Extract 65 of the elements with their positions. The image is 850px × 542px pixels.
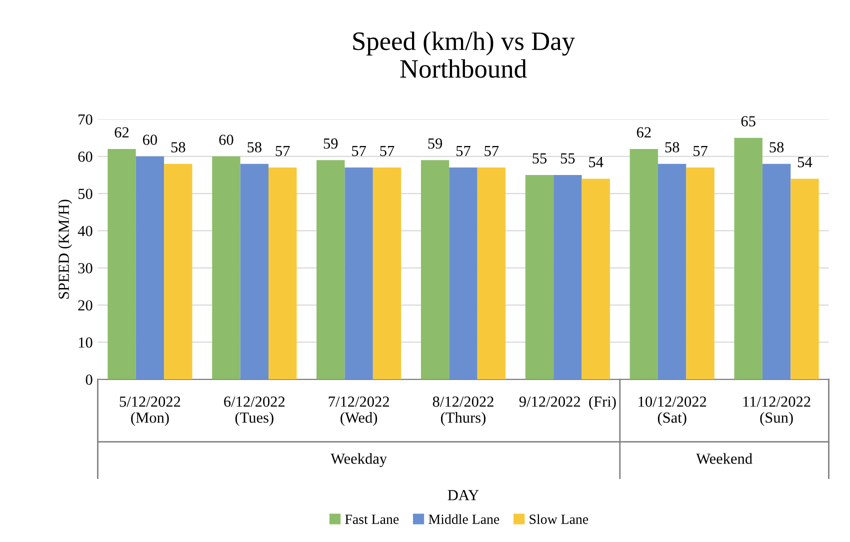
bar <box>372 168 402 380</box>
bar <box>477 168 506 380</box>
data-label: 57 <box>694 146 708 156</box>
bar <box>136 156 164 380</box>
data-label: 62 <box>114 127 129 138</box>
chart-title: Speed (km/h) vs Day Northbound <box>353 32 575 78</box>
y-tick-label: 30 <box>78 263 92 274</box>
bar <box>525 174 554 380</box>
y-tick-label: 10 <box>78 337 92 348</box>
legend-label: Middle Lane <box>428 514 500 524</box>
data-label: 57 <box>380 146 394 156</box>
bar <box>686 168 714 380</box>
text: Weekday <box>330 453 387 467</box>
x-tick-label: 10/12/2022 (Sat) <box>638 396 706 426</box>
bar <box>630 148 658 380</box>
x-tick-label: 8/12/2022 (Thurs) <box>432 396 494 426</box>
bar <box>420 160 450 380</box>
x-tick-label: 5/12/2022 (Mon) <box>120 396 180 426</box>
x-axis-title: DAY <box>448 490 479 500</box>
data-label: 54 <box>589 157 604 168</box>
data-label: 58 <box>171 142 186 152</box>
y-tick-label: 40 <box>78 226 92 236</box>
data-label: 57 <box>484 146 499 156</box>
y-tick-label: 60 <box>78 152 92 162</box>
data-label: 55 <box>560 153 575 164</box>
data-label: 65 <box>741 116 756 126</box>
legend-label: Fast Lane <box>345 514 399 524</box>
data-label: 55 <box>532 153 547 164</box>
bar <box>582 178 610 380</box>
y-tick-label: 20 <box>78 300 92 311</box>
bar <box>164 164 192 380</box>
y-tick-label: 0 <box>86 374 92 385</box>
y-tick-label: 70 <box>78 114 92 125</box>
data-label: 62 <box>636 127 651 138</box>
y-tick-label: 50 <box>78 188 92 200</box>
data-label: 57 <box>276 146 290 156</box>
data-label: 58 <box>248 142 262 152</box>
data-label: 57 <box>352 146 366 156</box>
bar <box>658 164 686 380</box>
x-tick-label: 7/12/2022 (Wed) <box>328 396 389 426</box>
data-label: 59 <box>324 138 338 149</box>
bar <box>316 160 345 380</box>
x-tick-label: 9/12/2022 (Fri) <box>519 396 616 410</box>
bar <box>268 168 297 380</box>
data-label: 60 <box>219 134 234 145</box>
x-tick-label: 6/12/2022 (Tues) <box>224 396 285 426</box>
bar <box>734 138 762 380</box>
bar <box>554 174 582 380</box>
data-label: 58 <box>665 142 680 152</box>
legend-label: Slow Lane <box>530 514 588 524</box>
data-label: 59 <box>428 138 442 149</box>
bar <box>762 164 791 380</box>
bar <box>212 156 240 380</box>
bar <box>449 168 478 380</box>
bar <box>344 168 373 380</box>
x-tick-label: 11/12/2022 (Sun) <box>743 396 810 426</box>
data-label: 57 <box>456 146 470 156</box>
data-label: 58 <box>770 142 784 152</box>
data-label: 54 <box>798 157 812 168</box>
bar <box>108 148 136 380</box>
bar <box>240 164 268 380</box>
data-label: 60 <box>142 134 158 145</box>
y-axis-title: SPEED (KM/H) <box>58 200 72 299</box>
bar <box>790 178 819 380</box>
text: Weekend <box>696 453 752 464</box>
